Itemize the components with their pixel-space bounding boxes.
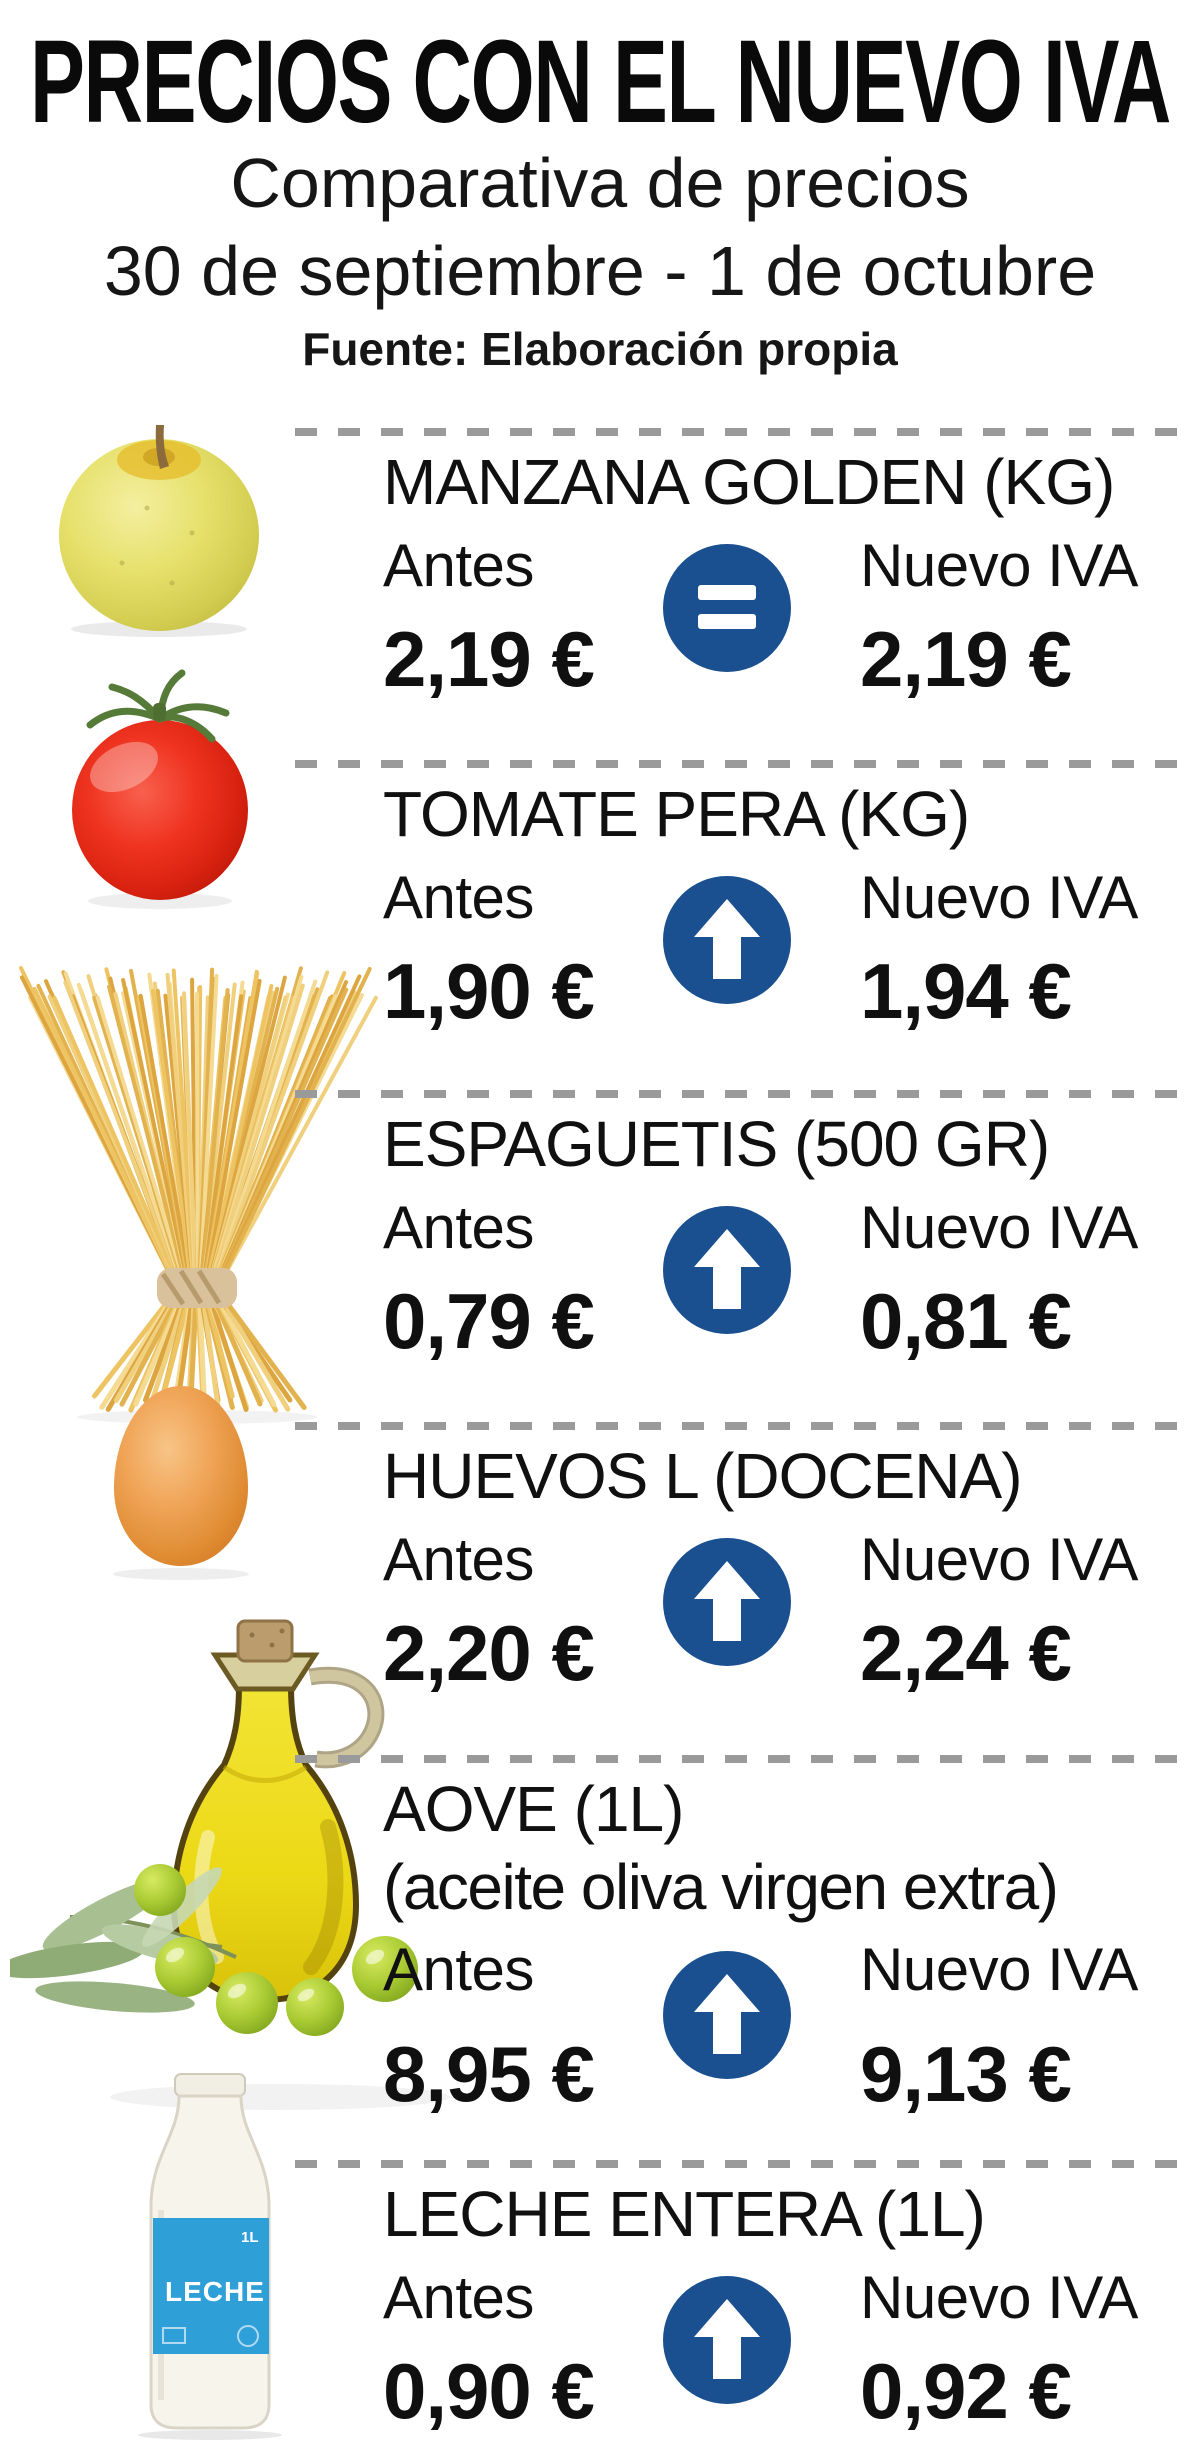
before-price: 1,90 € [383, 947, 595, 1035]
after-label: Nuevo IVA [860, 2264, 1138, 2331]
product-name: LECHE ENTERA (1L) [383, 2178, 986, 2250]
before-label: Antes [383, 1936, 534, 2003]
after-price: 2,24 € [860, 1609, 1072, 1697]
product-row-huevos: HUEVOS L (DOCENA) Antes Nuevo IVA 2,20 €… [0, 1422, 1200, 1752]
dashed-divider [295, 1755, 1185, 1763]
after-label: Nuevo IVA [860, 1526, 1138, 1593]
dashed-divider [295, 1422, 1185, 1430]
before-price: 0,79 € [383, 1277, 595, 1365]
dashed-divider [295, 760, 1185, 768]
egg-image [113, 1386, 249, 1580]
page-title: PRECIOS CON EL NUEVO IVA [30, 16, 1170, 148]
product-row-espaguetis: ESPAGUETIS (500 GR) Antes Nuevo IVA 0,79… [0, 1090, 1200, 1420]
after-label: Nuevo IVA [860, 864, 1138, 931]
after-label: Nuevo IVA [860, 532, 1138, 599]
spaghetti-strands-top [19, 966, 378, 1292]
source-note: Fuente: Elaboración propia [302, 323, 898, 375]
olive-branch [10, 1864, 418, 2036]
product-name-line2: (aceite oliva virgen extra) [383, 1851, 1059, 1923]
olive-oil-bottle-image [10, 1619, 450, 2110]
golden-apple-image [59, 425, 259, 637]
after-price: 0,92 € [860, 2347, 1072, 2435]
dashed-divider [295, 2160, 1185, 2168]
arrow-up-icon [663, 1538, 791, 1666]
after-price: 0,81 € [860, 1277, 1072, 1365]
subtitle-line2: 30 de septiembre - 1 de octubre [103, 232, 1097, 310]
spaghetti-bundle-image [19, 966, 378, 1424]
before-label: Antes [383, 1194, 534, 1261]
after-price: 9,13 € [860, 2030, 1072, 2118]
after-label: Nuevo IVA [860, 1194, 1138, 1261]
before-price: 2,19 € [383, 615, 595, 703]
before-label: Antes [383, 1526, 534, 1593]
subtitle-line1: Comparativa de precios [230, 144, 970, 222]
milk-label-text: LECHE [165, 2276, 265, 2307]
before-label: Antes [383, 532, 534, 599]
product-row-leche: LECHE ENTERA (1L) Antes Nuevo IVA 0,90 €… [0, 2160, 1200, 2445]
pear-tomato-image [72, 669, 248, 909]
product-name: HUEVOS L (DOCENA) [383, 1440, 1022, 1512]
arrow-up-icon [663, 1206, 791, 1334]
equal-icon [663, 544, 791, 672]
after-price: 1,94 € [860, 947, 1072, 1035]
product-name: TOMATE PERA (KG) [383, 778, 970, 850]
milk-bottle-image: LECHE 1L [138, 2073, 282, 2440]
title-banner: PRECIOS CON EL NUEVO IVA [30, 16, 1172, 148]
product-row-manzana: MANZANA GOLDEN (KG) Antes Nuevo IVA 2,19… [0, 428, 1200, 758]
product-name: MANZANA GOLDEN (KG) [383, 446, 1115, 518]
arrow-up-icon [663, 1951, 791, 2079]
after-label: Nuevo IVA [860, 1936, 1138, 2003]
arrow-up-icon [663, 2276, 791, 2404]
before-label: Antes [383, 2264, 534, 2331]
product-row-aove: AOVE (1L) (aceite oliva virgen extra) An… [0, 1755, 1200, 2160]
dashed-divider [295, 1090, 1185, 1098]
before-price: 8,95 € [383, 2030, 595, 2118]
before-price: 2,20 € [383, 1609, 595, 1697]
dashed-divider [295, 428, 1185, 436]
arrow-up-icon [663, 876, 791, 1004]
rope-band [157, 1268, 237, 1308]
before-label: Antes [383, 864, 534, 931]
before-price: 0,90 € [383, 2347, 595, 2435]
product-name: ESPAGUETIS (500 GR) [383, 1108, 1050, 1180]
milk-size-text: 1L [241, 2229, 259, 2246]
product-name: AOVE (1L) [383, 1773, 684, 1845]
after-price: 2,19 € [860, 615, 1072, 703]
spaghetti-strands-bottom [92, 1293, 307, 1413]
product-row-tomate: TOMATE PERA (KG) Antes Nuevo IVA 1,90 € … [0, 760, 1200, 1090]
milk-label [153, 2218, 269, 2354]
